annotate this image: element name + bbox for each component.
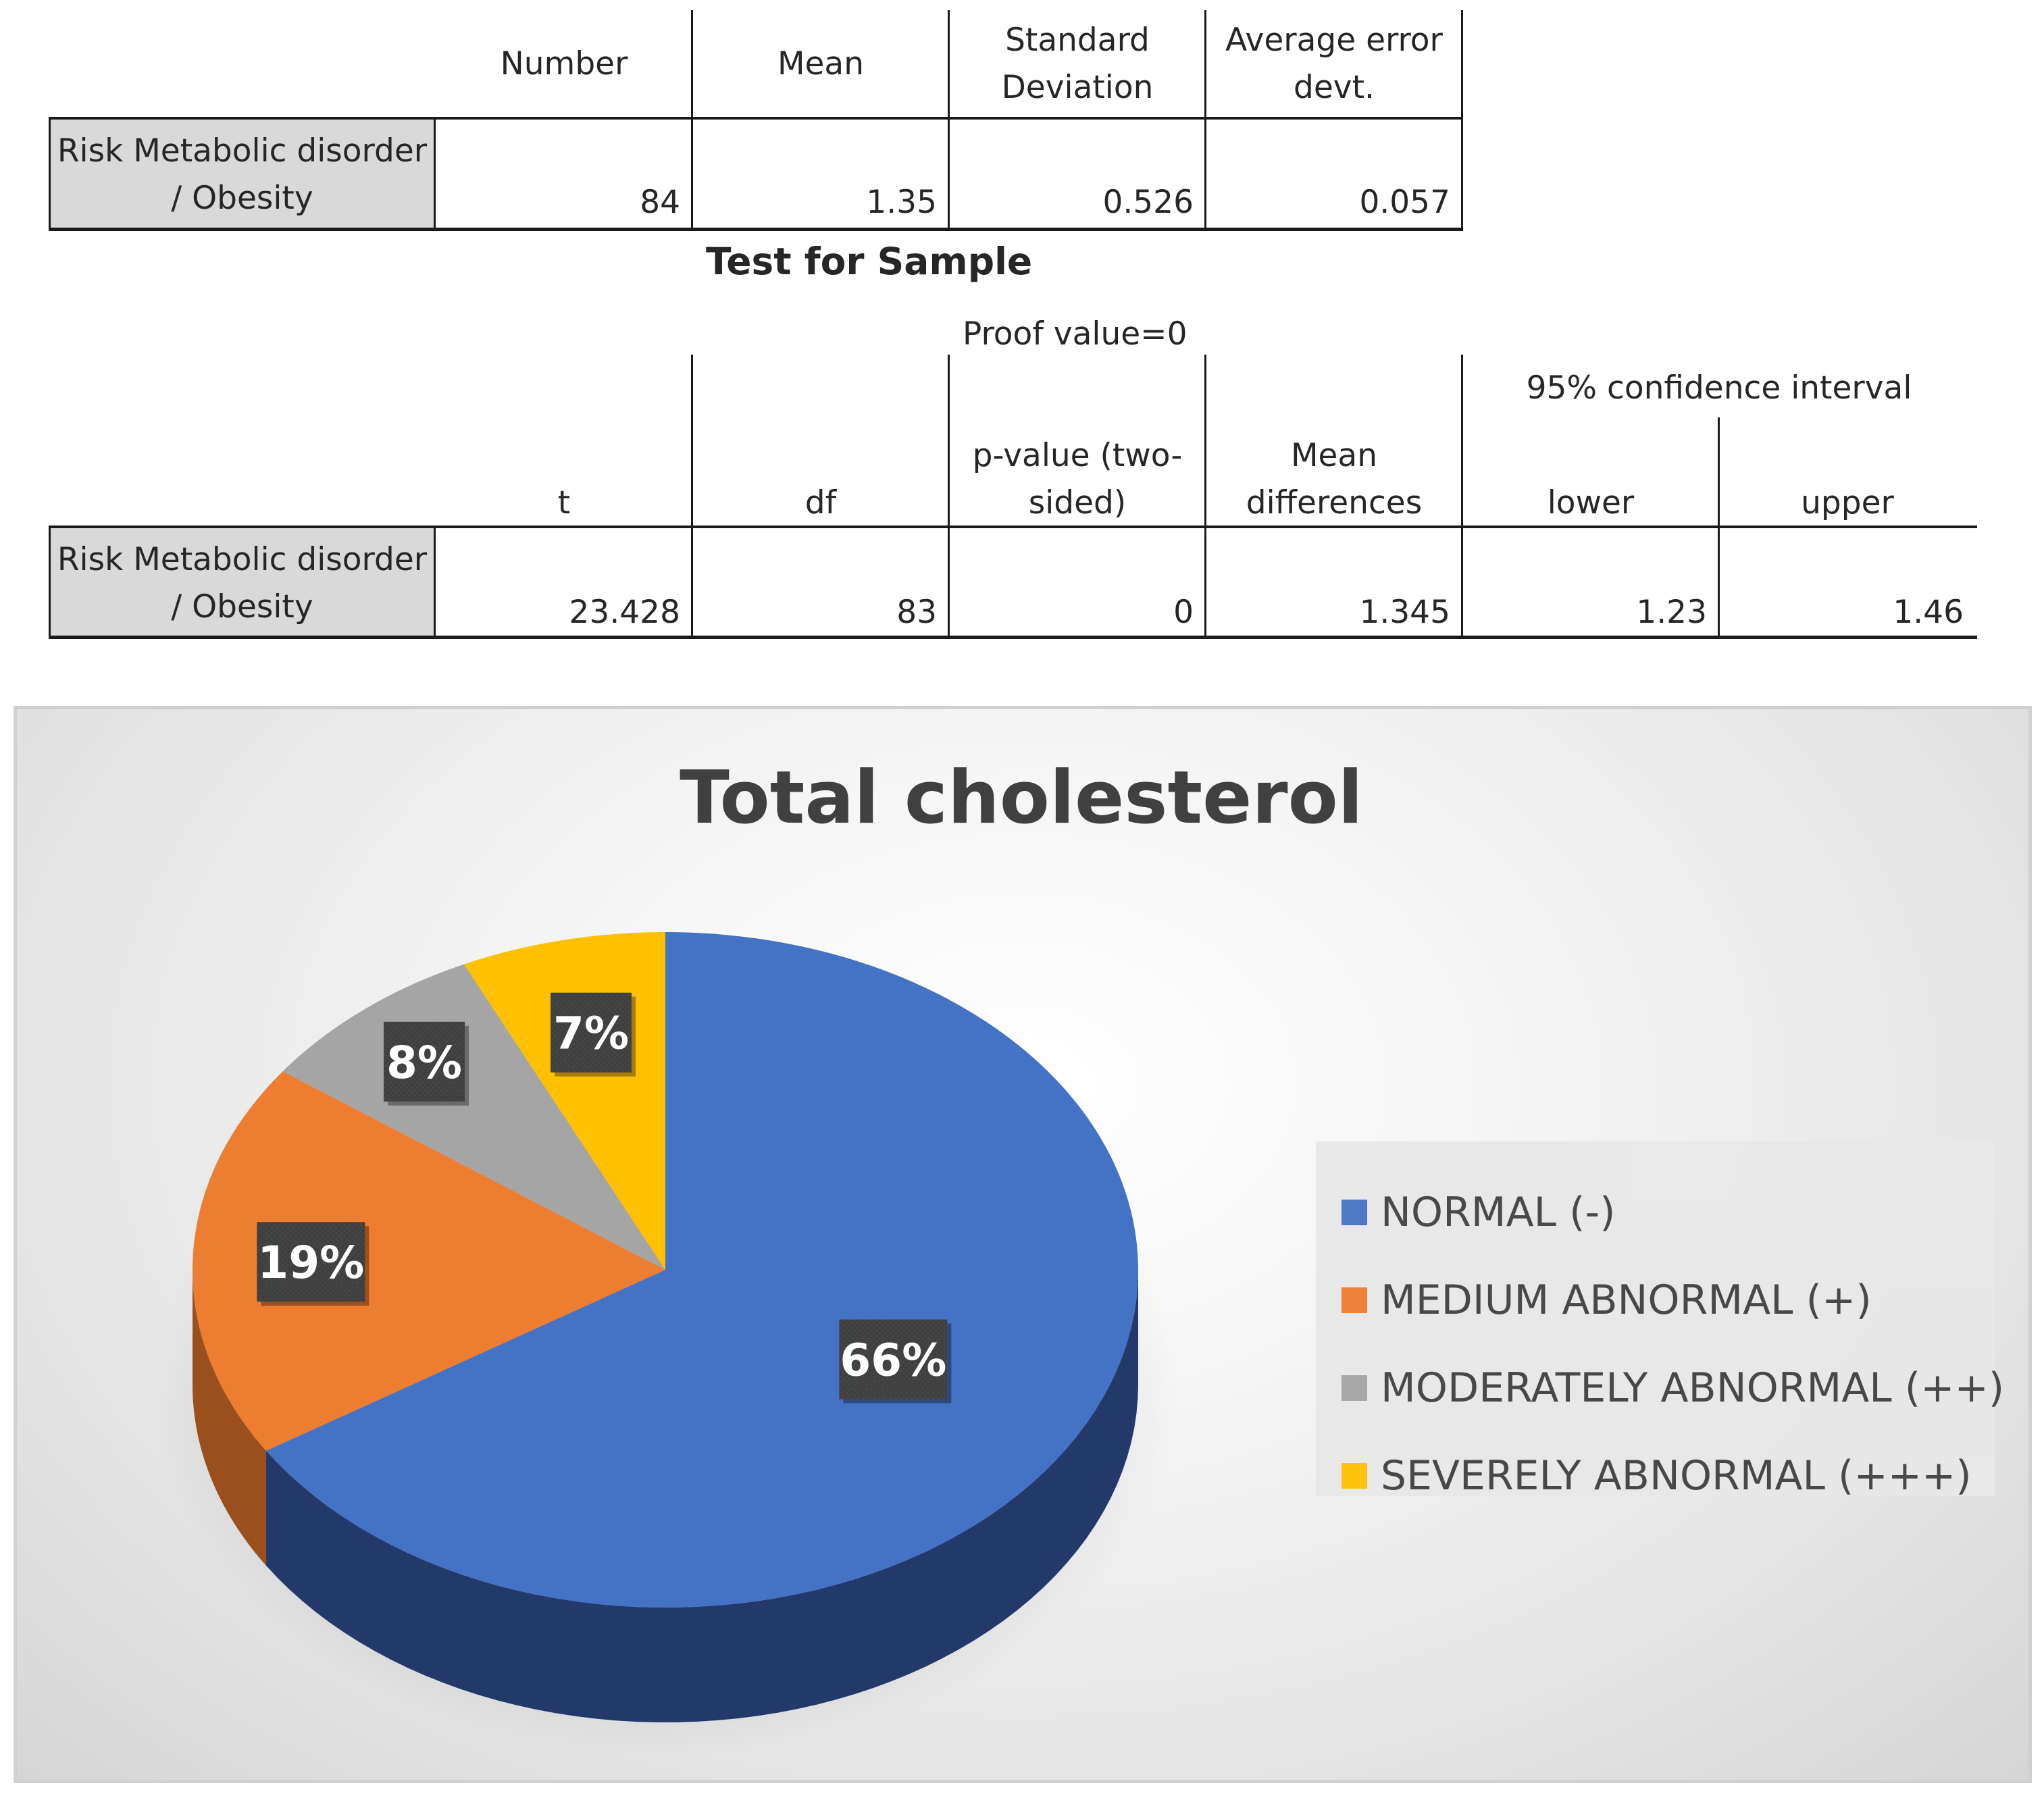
table2-header-pvalue: p-value (two-sided) [972,437,1183,521]
pie-side-normal [265,1270,1138,1722]
table1-cell-mean: 1.35 [866,184,937,221]
table1-header-mean: Mean [777,45,865,82]
table2-header-meandiff: Mean differences [1246,437,1423,521]
table2-cell-lower: 1.23 [1636,594,1707,631]
proof-value-label: Proof value=0 [963,315,1187,353]
pie-side-medium [193,1270,266,1566]
table2-row-label: Risk Metabolic disorder / Obesity [51,528,434,636]
table1-cell-error: 0.057 [1359,184,1450,221]
data-label-text-medium: 19% [257,1237,364,1289]
legend-item-moderate: MODERATELY ABNORMAL (++) [1342,1358,2004,1418]
table2-title: Test for Sample [706,240,1033,283]
legend-swatch-medium [1342,1287,1367,1313]
legend-item-normal: NORMAL (-) [1342,1182,1616,1243]
table2-cell-meandiff: 1.345 [1359,594,1450,631]
table1-header-std: Standard Deviation [1001,22,1154,106]
ci-header: 95% confidence interval [1526,369,1912,407]
table2-cell-t: 23.428 [569,594,680,631]
legend-item-severe: SEVERELY ABNORMAL (+++) [1342,1445,1972,1506]
legend-swatch-normal [1342,1200,1367,1225]
table2-cell-pvalue: 0 [1173,594,1194,631]
legend-label-medium: MEDIUM ABNORMAL (+) [1381,1277,1872,1324]
pie-slice-medium [193,1071,666,1451]
legend-label-moderate: MODERATELY ABNORMAL (++) [1381,1364,2005,1412]
data-label-severe: 7% [551,992,636,1077]
legend-label-severe: SEVERELY ABNORMAL (+++) [1381,1452,1972,1499]
table2-header-upper: upper [1801,484,1894,521]
pie-slice-normal [265,932,1139,1608]
table1-cell-std: 0.526 [1102,184,1194,221]
table2-header-lower: lower [1547,484,1635,521]
table2-header-t: t [557,484,571,521]
data-label-normal: 66% [839,1319,952,1404]
data-label-text-normal: 66% [840,1334,946,1386]
legend-swatch-moderate [1342,1375,1367,1401]
chart-legend: NORMAL (-) MEDIUM ABNORMAL (+) MODERATEL… [1316,1141,2004,1499]
table2-cell-upper: 1.46 [1893,594,1964,631]
pie-slice-moderate [282,964,665,1270]
data-label-moderate: 8% [384,1021,469,1106]
table2-header-df: df [804,484,837,521]
statistics-tables: Number Mean Standard Deviation Average e… [0,0,2044,675]
legend-label-normal: NORMAL (-) [1381,1189,1616,1236]
table2-cell-df: 83 [896,594,937,631]
data-label-text-severe: 7% [553,1008,629,1060]
table1-row-label: Risk Metabolic disorder / Obesity [51,120,434,228]
table1-header-error: Average error devt. [1225,22,1443,106]
table1-header-number: Number [500,45,628,82]
table1-cell-number: 84 [640,184,680,221]
legend-swatch-severe [1342,1463,1367,1489]
data-label-medium: 19% [257,1222,369,1306]
data-label-text-moderate: 8% [386,1037,462,1089]
chart-title: Total cholesterol [680,756,1363,840]
legend-item-medium: MEDIUM ABNORMAL (+) [1342,1270,1872,1331]
